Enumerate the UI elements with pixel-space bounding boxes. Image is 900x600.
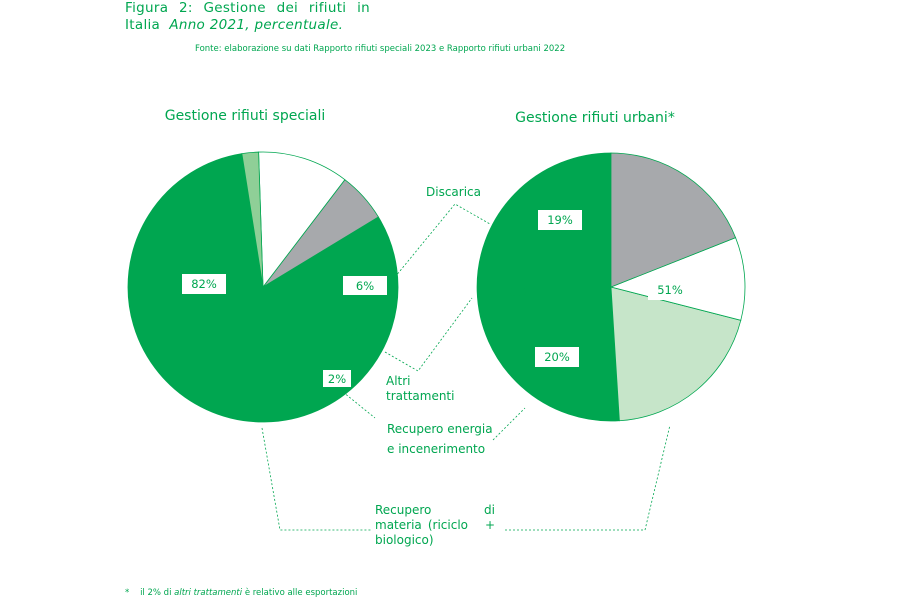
leader-materia-left (261, 427, 372, 531)
pct-labels: 82% 6% 11% 2% 19% 10% 51% 20% (182, 210, 692, 387)
cat-energia-2: e incenerimento (387, 442, 485, 456)
pie-slice-urbani-3 (610, 152, 737, 288)
leader-energia-left (342, 391, 376, 419)
title-line2: Italia (125, 17, 161, 33)
cat-materia-word: biologico) (375, 533, 434, 547)
footnote-marker: * (125, 588, 130, 598)
source-note: Fonte: elaborazione su dati Rapporto rif… (195, 44, 566, 54)
slice-label-urbani-discarica: 19% (547, 213, 573, 227)
figure-title: Figura 2: Gestione dei rifiuti in Italia… (125, 0, 370, 34)
pie-slice-urbani-0 (476, 152, 620, 422)
leader-lines (261, 203, 671, 531)
pie-slice-speciali-3 (241, 151, 264, 288)
cat-altri-2: trattamenti (386, 389, 454, 403)
footnote: * il 2% di altri trattamenti è relativo … (125, 588, 357, 598)
slice-label-urbani-altri: 10% (502, 285, 528, 299)
leader-energia-right (492, 407, 526, 441)
pie-title-speciali: Gestione rifiuti speciali (165, 108, 326, 124)
label-box (538, 210, 582, 230)
cat-materia-word: di (484, 503, 495, 517)
pie-slice-urbani-1 (610, 286, 742, 422)
category-labels: Discarica Altri trattamenti Recupero ene… (375, 185, 495, 547)
pie-slice-speciali-0 (127, 153, 399, 423)
leader-discarica (394, 203, 491, 278)
slice-label-speciali-materia: 82% (191, 277, 217, 291)
cat-discarica: Discarica (426, 185, 481, 199)
title-subtitle: Anno 2021, percentuale. (169, 17, 344, 33)
footnote-italic: altri trattamenti (174, 588, 243, 598)
label-box (182, 274, 226, 294)
cat-altri-1: Altri (386, 374, 411, 388)
title-word: Figura (125, 0, 169, 16)
cat-materia-word: Recupero (375, 503, 431, 517)
label-box (343, 276, 387, 295)
slice-label-speciali-altri: 11% (334, 325, 360, 339)
pie-title-urbani: Gestione rifiuti urbani* (515, 110, 675, 126)
cat-energia-1: Recupero energia (387, 422, 493, 436)
label-box (323, 370, 351, 387)
slice-label-urbani-energia: 20% (544, 350, 570, 364)
pie-slice-urbani-2 (609, 237, 746, 321)
pie-slice-speciali-2 (258, 151, 346, 289)
slice-label-urbani-materia: 51% (657, 283, 683, 297)
footnote-text: è relativo alle esportazioni (244, 588, 358, 598)
label-box (648, 280, 692, 300)
title-word: in (357, 0, 370, 16)
title-word: rifiuti (308, 0, 347, 16)
label-box (535, 347, 579, 367)
slice-label-speciali-discarica: 6% (356, 279, 374, 293)
title-word: Gestione (203, 0, 266, 16)
leader-altri (384, 297, 473, 372)
title-word: 2: (179, 0, 193, 16)
cat-materia-word: + (485, 518, 495, 532)
slice-label-speciali-energia: 2% (328, 372, 346, 386)
leader-materia-right (505, 424, 671, 531)
cat-materia-word: materia (375, 518, 422, 532)
cat-materia-word: (riciclo (428, 518, 468, 532)
footnote-text: il 2% di (140, 588, 172, 598)
pies-group (127, 151, 746, 423)
title-word: dei (276, 0, 299, 16)
